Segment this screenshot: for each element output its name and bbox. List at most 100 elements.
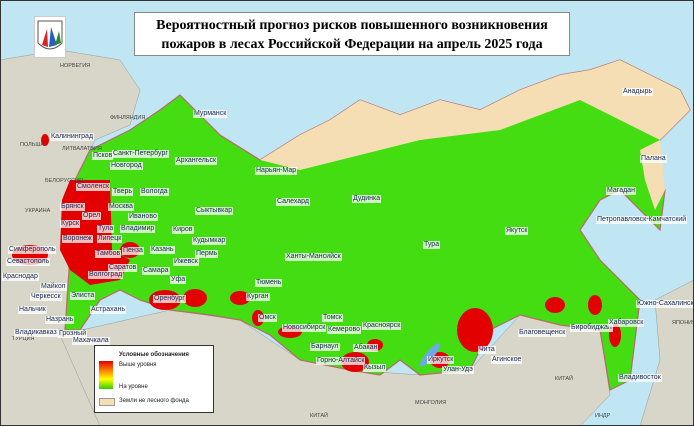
- city-label: Барнаул: [310, 343, 340, 351]
- city-label: Петропавловск-Камчатский: [596, 216, 688, 224]
- city-label: Кудымкар: [192, 237, 227, 245]
- legend-title: Условные обозначения: [119, 352, 189, 358]
- city-label: Владивосток: [618, 374, 662, 382]
- city-label: Абакан: [353, 344, 379, 352]
- city-label: Саратов: [108, 264, 138, 272]
- city-label: Псков: [92, 152, 114, 160]
- legend-non-forest-swatch: [99, 398, 115, 406]
- non-forest-north: [260, 60, 690, 170]
- city-label: Кызыл: [363, 364, 387, 372]
- city-label: Томск: [322, 314, 343, 322]
- city-label: Самара: [142, 267, 170, 275]
- city-label: Биробиджан: [570, 324, 613, 332]
- foreign-land-east: [639, 279, 694, 426]
- city-label: Тюмень: [255, 279, 283, 287]
- country-label: ФИНЛЯНДИЯ: [110, 115, 146, 121]
- city-label: Грозный: [58, 330, 88, 338]
- country-label: МОНГОЛИЯ: [415, 400, 447, 406]
- title-line-2: пожаров в лесах Российской Федерации на …: [161, 37, 543, 52]
- city-label: Волгоград: [88, 271, 124, 279]
- country-label: ЛИТВА: [62, 146, 81, 152]
- city-label: Ханты-Мансийск: [285, 253, 342, 261]
- city-label: Владикавказ: [14, 329, 58, 337]
- city-label: Владимир: [120, 225, 156, 233]
- city-label: Благовещенск: [518, 329, 567, 337]
- city-label: Тамбов: [95, 250, 122, 258]
- city-label: Тула: [97, 225, 115, 233]
- city-label: Липецк: [97, 235, 123, 243]
- city-label: Киров: [172, 226, 194, 234]
- city-label: Анадырь: [622, 88, 654, 96]
- city-label: Чита: [478, 346, 496, 354]
- city-label: Хабаровск: [608, 319, 645, 327]
- city-label: Магадан: [606, 187, 636, 195]
- city-label: Мурманск: [193, 110, 228, 118]
- city-label: Севастополь: [6, 258, 51, 266]
- country-label: ТУРЦИЯ: [12, 336, 35, 342]
- country-label: УКРАИНА: [25, 208, 51, 214]
- city-label: Махачкала: [72, 337, 110, 345]
- city-label: Иваново: [128, 213, 158, 221]
- country-label: КИТАЙ: [555, 376, 573, 382]
- city-label: Тура: [423, 241, 441, 249]
- city-label: Горно-Алтайск: [316, 357, 366, 365]
- city-label: Элиста: [70, 292, 96, 300]
- city-label: Краснодар: [2, 273, 39, 281]
- city-label: Новосибирск: [282, 324, 327, 332]
- city-label: Дудинка: [352, 195, 382, 203]
- city-label: Южно-Сахалинск: [636, 300, 694, 308]
- city-label: Нальчик: [18, 306, 47, 314]
- country-label: ЯПОНИЯ: [672, 320, 694, 326]
- city-label: Новгород: [110, 162, 143, 170]
- legend-at-level: На уровне: [119, 384, 148, 390]
- city-label: Вологда: [140, 188, 169, 196]
- title-line-1: Вероятностный прогноз рисков повышенного…: [156, 18, 548, 33]
- city-label: Астрахань: [90, 306, 126, 314]
- city-label: Казань: [150, 246, 175, 254]
- city-label: Москва: [108, 203, 134, 211]
- city-label: Санкт-Петербург: [112, 150, 169, 158]
- lake-baikal: [419, 343, 441, 367]
- city-label: Смоленск: [76, 183, 111, 191]
- city-label: Якутск: [505, 227, 529, 235]
- city-label: Салехард: [276, 198, 310, 206]
- city-label: Оренбург: [153, 295, 186, 303]
- legend-non-forest: Земли не лесного фонда: [119, 398, 189, 404]
- legend-risk-gradient: [99, 361, 113, 389]
- country-label: ЛАТВИЯ: [80, 146, 102, 152]
- city-label: Ижевск: [173, 258, 199, 266]
- city-label: Омск: [258, 314, 277, 322]
- city-label: Курган: [246, 293, 270, 301]
- city-label: Орел: [82, 212, 102, 220]
- country-label: НОРВЕГИЯ: [60, 63, 91, 69]
- city-label: Калининград: [50, 133, 95, 141]
- city-label: Пенза: [122, 247, 144, 255]
- city-label: Пермь: [195, 250, 219, 258]
- city-label: Красноярск: [362, 322, 402, 330]
- legend-above: Выше уровня: [119, 362, 157, 368]
- city-label: Сыктывкар: [195, 207, 234, 215]
- city-label: Симферополь: [8, 246, 57, 254]
- city-label: Черкесск: [30, 293, 62, 301]
- city-label: Майкоп: [40, 283, 67, 291]
- city-label: Воронеж: [62, 235, 93, 243]
- city-label: Улан-Удэ: [442, 366, 474, 374]
- city-label: Тверь: [112, 188, 134, 196]
- map-title: Вероятностный прогноз рисков повышенного…: [134, 12, 570, 56]
- country-label: БЕЛОРУССИЯ: [45, 178, 84, 184]
- country-label: ПОЛЬША: [20, 142, 45, 148]
- country-label: КИТАЙ: [310, 413, 328, 419]
- city-label: Палана: [640, 155, 667, 163]
- city-label: Иркутск: [427, 356, 455, 364]
- city-label: Брянск: [60, 203, 85, 211]
- city-label: Архангельск: [175, 157, 218, 165]
- forest-protection-logo: [34, 16, 66, 58]
- country-label: ИНДР: [595, 413, 611, 419]
- map-legend: Условные обозначения Выше уровня На уров…: [94, 345, 214, 413]
- city-label: Кемерово: [327, 326, 361, 334]
- city-label: Агинское: [491, 356, 523, 364]
- city-label: Нарьян-Мар: [255, 167, 298, 175]
- city-label: Уфа: [170, 276, 187, 284]
- city-label: Назрань: [45, 316, 75, 324]
- city-label: Курск: [60, 220, 80, 228]
